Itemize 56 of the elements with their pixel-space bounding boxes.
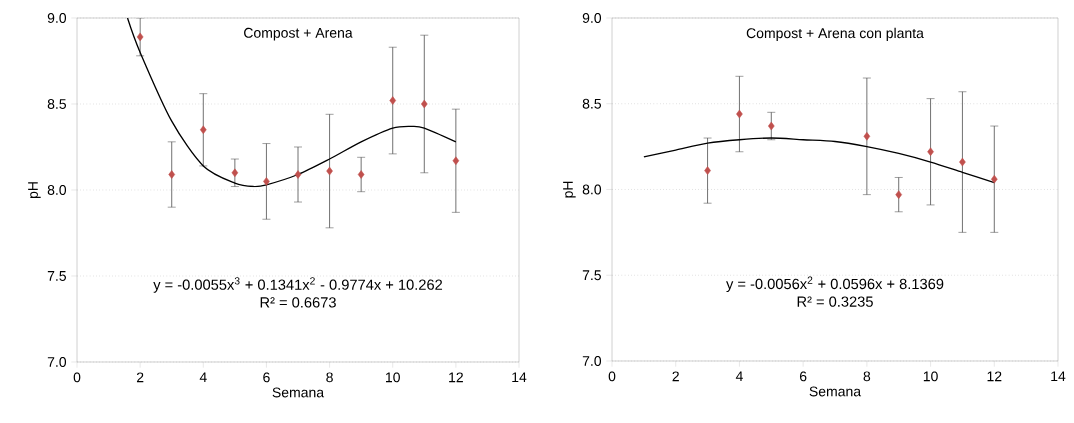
y-axis-title: pH [563,181,576,198]
y-tick-label: 8.5 [582,98,602,109]
x-tick-label: 6 [263,372,270,383]
x-axis-title: Semana [272,387,325,398]
y-tick-label: 7.0 [47,357,67,367]
x-tick-label: 10 [923,371,938,382]
x-tick-label: 4 [199,372,207,383]
y-tick-label: 8.0 [47,185,67,195]
point [326,166,333,176]
line-series [126,17,457,188]
y-tick-label: 9.0 [47,13,67,23]
point [294,170,302,179]
annotation: y = -0.0055x$^{3}$ + 0.1341x$^{2}$ - 0.9774x + 10.262 [153,277,443,293]
text: Compost + Arena con planta [746,27,924,41]
x-tick-label: 12 [987,371,1002,382]
x-tick-label: 6 [799,371,807,382]
x-tick-label: 0 [73,372,81,383]
point [231,168,239,178]
y-axis-title: pH [28,182,41,199]
point [357,170,365,179]
x-tick-label: 2 [136,372,144,383]
y-tick-label: 8.5 [47,99,67,109]
x-tick-label: 12 [449,372,463,383]
x-tick-label: 14 [1051,371,1066,382]
point [200,125,207,135]
x-tick-label: 8 [863,371,871,382]
point [768,121,775,131]
y-tick-label: 7.0 [582,356,602,366]
x-tick-label: 8 [326,372,333,383]
point [863,132,871,141]
x-tick-label: 10 [386,372,400,383]
point [421,99,428,109]
y-tick-label: 9.0 [582,13,602,23]
point [389,96,396,105]
y-tick-label: 8.0 [582,184,602,195]
x-tick-label: 2 [672,371,679,382]
point [452,156,460,166]
annotation: R² = 0.3235 [797,296,873,307]
x-tick-label: 0 [608,371,616,382]
point [895,190,902,199]
point [168,170,175,179]
text: Compost + Arena [244,27,353,41]
y-tick-label: 7.5 [47,271,67,281]
point [704,166,711,175]
annotation: y = -0.0056x$^{2}$ + 0.0596x + 8.1369 [726,276,944,293]
annotation: R² = 0.6673 [260,297,336,308]
x-axis-title: Semana [809,386,862,397]
point [991,174,998,184]
x-tick-label: 4 [735,371,743,382]
point [927,147,934,157]
point [263,177,270,186]
y-tick-label: 7.5 [582,270,602,281]
point [959,157,966,167]
point [736,109,743,119]
x-tick-label: 14 [512,372,527,383]
point [136,32,144,42]
